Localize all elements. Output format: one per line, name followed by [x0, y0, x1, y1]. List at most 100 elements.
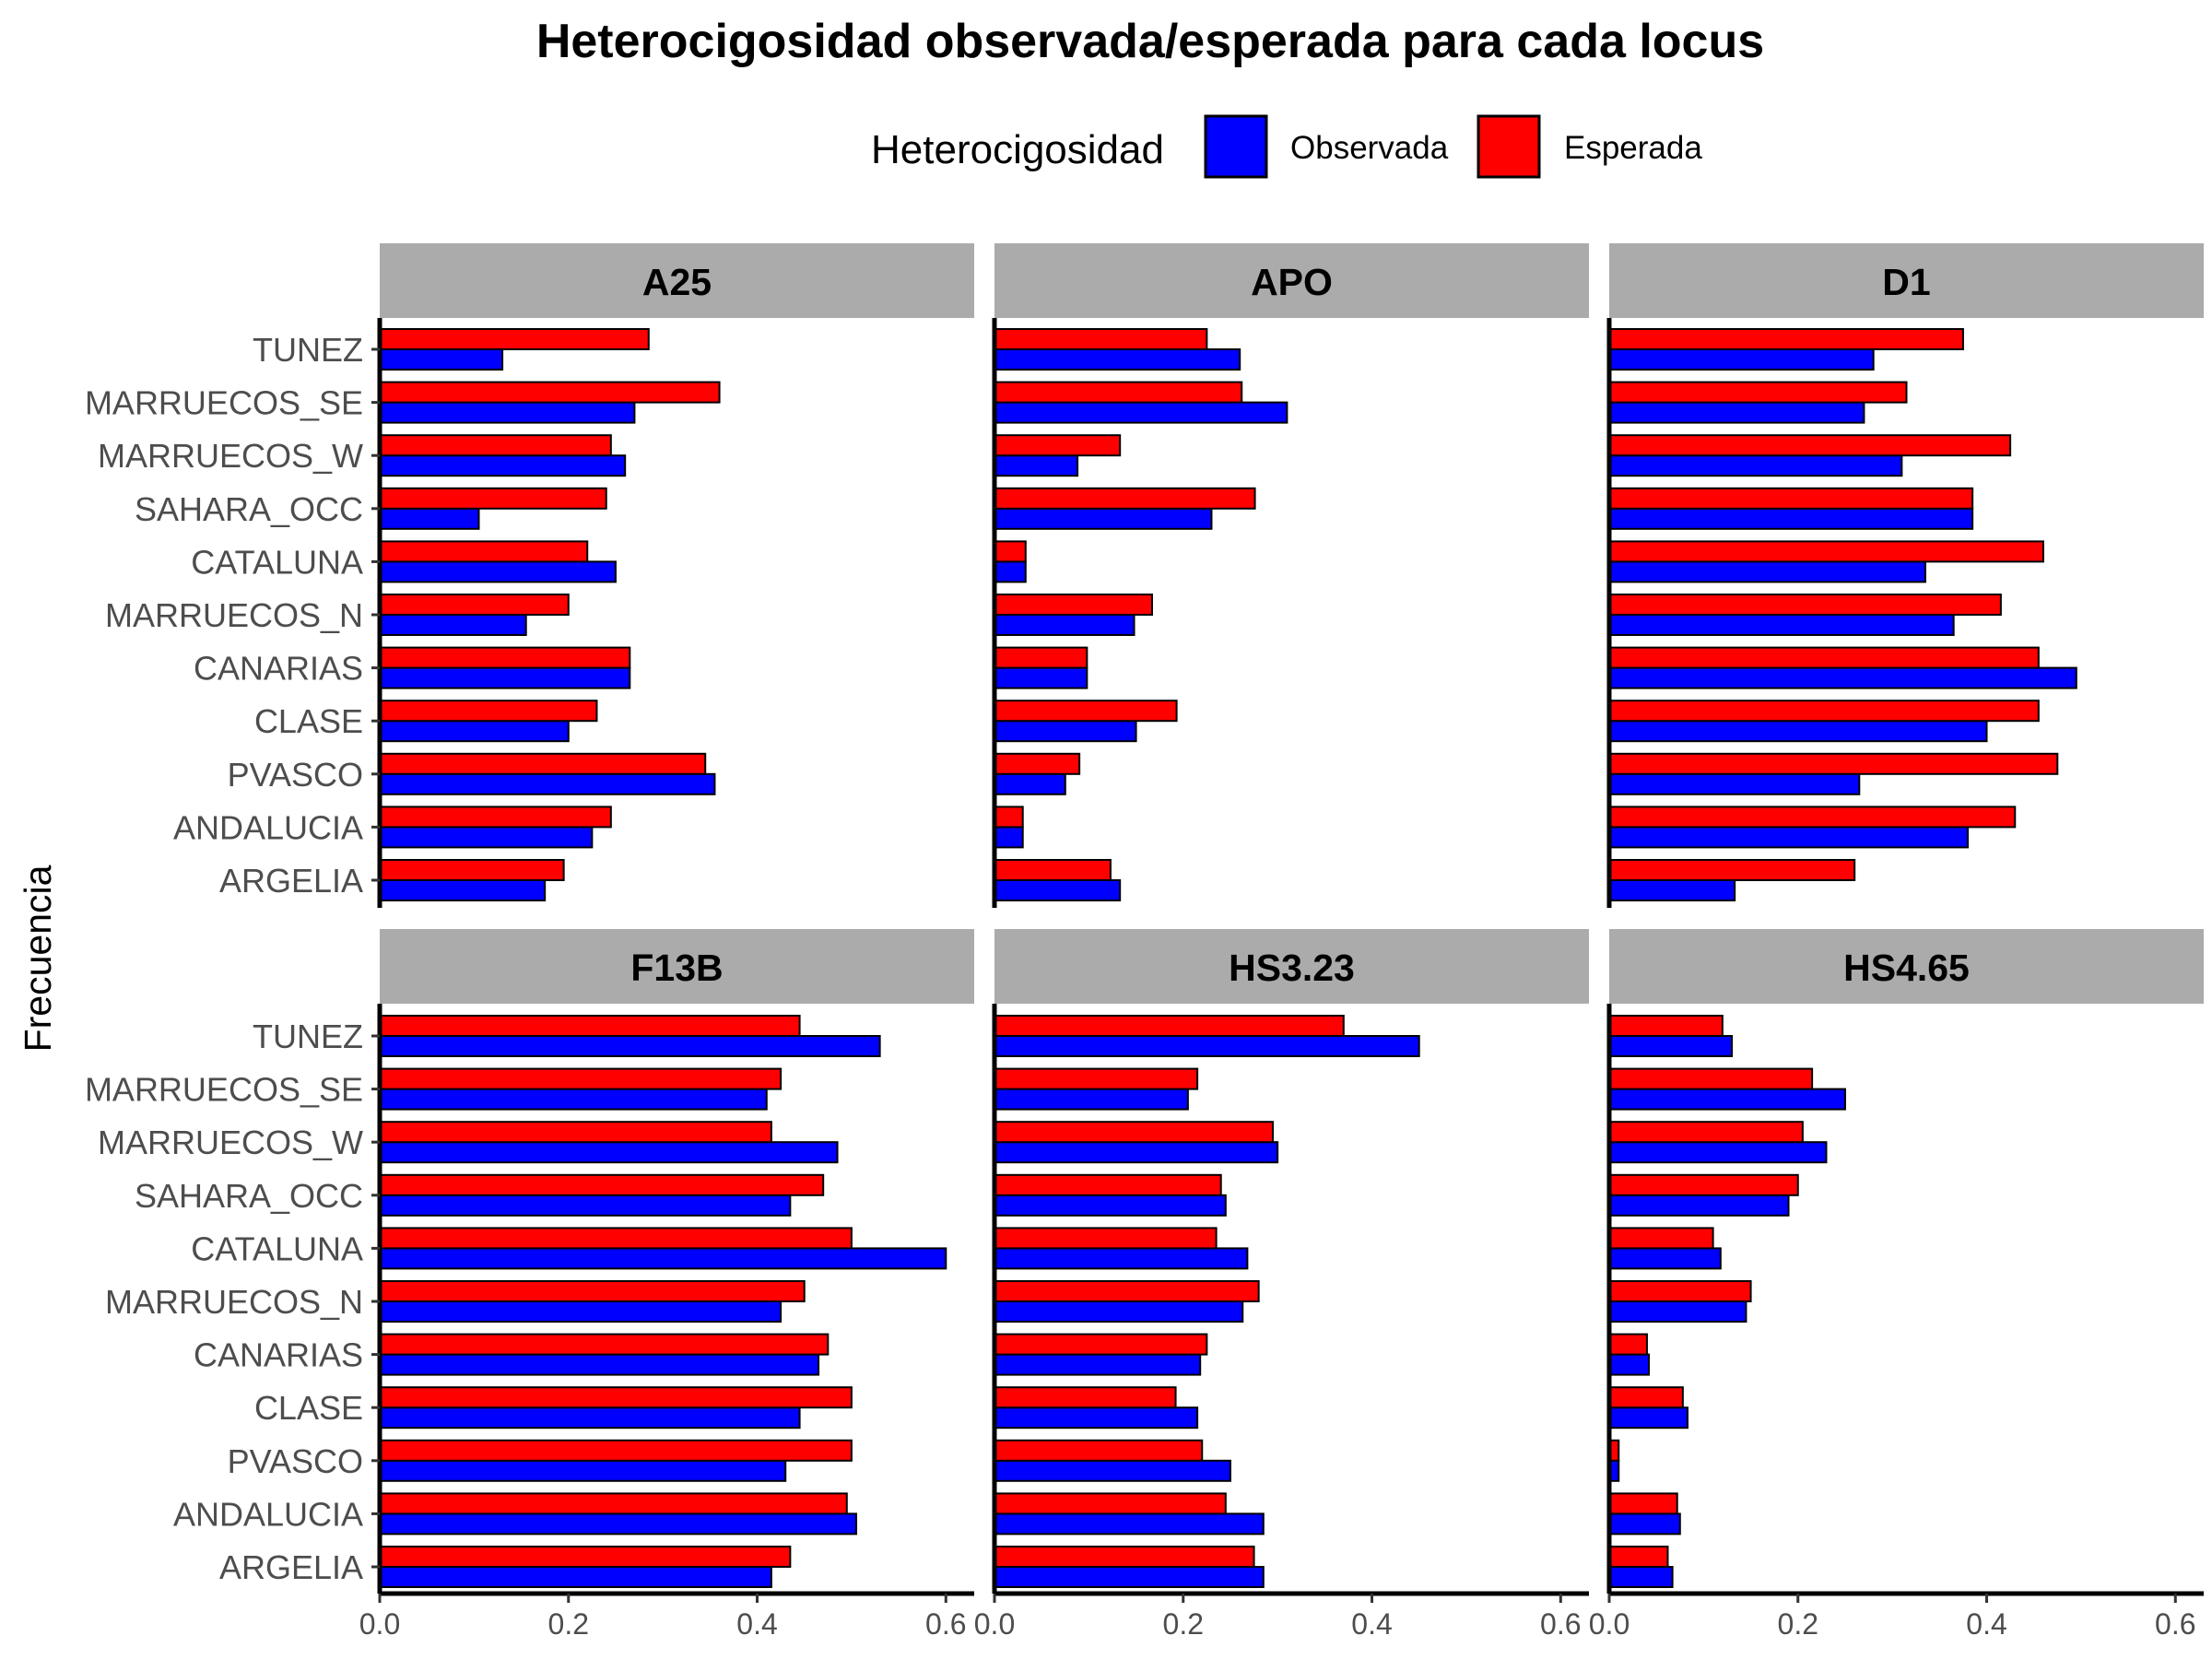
bar-a25-marruecos-w-observada: [379, 454, 627, 477]
bar-f13b-marruecos-w-esperada: [379, 1121, 772, 1144]
bar-f13b-andalucia-observada: [379, 1512, 858, 1535]
bar-hs4-65-marruecos-se-observada: [1608, 1088, 1846, 1111]
bar-f13b-marruecos-se-observada: [379, 1088, 768, 1111]
bar-d1-canarias-esperada: [1608, 646, 2040, 669]
bar-a25-marruecos-n-observada: [379, 614, 527, 636]
bar-hs4-65-clase-esperada: [1608, 1386, 1684, 1409]
bar-apo-tunez-esperada: [994, 328, 1208, 350]
bar-apo-cataluna-esperada: [994, 540, 1027, 563]
bar-hs4-65-andalucia-esperada: [1608, 1492, 1678, 1515]
bar-hs3-23-clase-esperada: [994, 1386, 1177, 1409]
y-tick-label-marruecos-se: MARRUECOS_SE: [85, 1071, 363, 1109]
bar-hs4-65-marruecos-n-esperada: [1608, 1280, 1752, 1302]
bar-d1-pvasco-esperada: [1608, 752, 2059, 775]
strip-label-d1: D1: [1882, 261, 1930, 303]
bar-a25-pvasco-observada: [379, 772, 716, 795]
x-tick-label: 0.2: [1163, 1607, 1204, 1641]
bar-hs4-65-argelia-esperada: [1608, 1546, 1669, 1568]
bar-apo-argelia-esperada: [994, 859, 1112, 881]
y-tick-label-argelia: ARGELIA: [219, 862, 363, 900]
bar-hs4-65-sahara-occ-observada: [1608, 1194, 1790, 1217]
bar-hs4-65-cataluna-observada: [1608, 1247, 1722, 1270]
bar-f13b-argelia-esperada: [379, 1546, 792, 1568]
bar-hs3-23-marruecos-w-esperada: [994, 1121, 1275, 1144]
y-tick-label-cataluna: CATALUNA: [191, 1230, 363, 1267]
panel-a25: A25 TUNEZ MARRUECOS_SE MARRUECOS_W SAHARA_OC…: [85, 243, 974, 908]
bar-hs4-65-clase-observada: [1608, 1406, 1688, 1430]
x-tick-label: 0.6: [925, 1607, 966, 1641]
bar-hs4-65-marruecos-n-observada: [1608, 1300, 1747, 1323]
bar-hs3-23-canarias-esperada: [994, 1333, 1208, 1356]
bar-hs4-65-tunez-esperada: [1608, 1015, 1724, 1037]
bar-hs3-23-argelia-esperada: [994, 1546, 1255, 1568]
bar-f13b-marruecos-n-esperada: [379, 1280, 806, 1302]
bar-hs4-65-marruecos-w-observada: [1608, 1141, 1828, 1164]
y-tick-label-marruecos-w: MARRUECOS_W: [98, 437, 363, 475]
bar-d1-argelia-observada: [1608, 879, 1736, 901]
bar-apo-canarias-esperada: [994, 646, 1088, 669]
y-tick-label-pvasco: PVASCO: [228, 756, 363, 794]
y-tick-label-marruecos-n: MARRUECOS_N: [105, 1283, 363, 1321]
bar-d1-andalucia-esperada: [1608, 806, 2017, 829]
bar-hs3-23-marruecos-se-esperada: [994, 1067, 1199, 1090]
y-tick-label-marruecos-w: MARRUECOS_W: [98, 1124, 363, 1161]
facet-panels: A25 TUNEZ MARRUECOS_SE MARRUECOS_W SAHARA_OC…: [85, 243, 2204, 1641]
panel-hs3-23: HS3.23 0.0 0.2 0.4 0.6: [974, 929, 1589, 1641]
bar-a25-canarias-esperada: [379, 646, 631, 669]
bar-hs4-65-marruecos-se-esperada: [1608, 1067, 1814, 1090]
x-tick-label: 0.0: [974, 1607, 1015, 1641]
strip-label-hs3-23: HS3.23: [1229, 947, 1355, 989]
bar-f13b-canarias-observada: [379, 1353, 820, 1376]
y-tick-label-clase: CLASE: [254, 702, 363, 740]
bar-a25-marruecos-se-observada: [379, 401, 636, 424]
panel-apo: APO: [992, 243, 1589, 908]
x-tick-label: 0.4: [1351, 1607, 1392, 1641]
bar-f13b-tunez-observada: [379, 1035, 881, 1057]
bar-d1-andalucia-observada: [1608, 826, 1970, 849]
bar-apo-sahara-occ-esperada: [994, 487, 1256, 510]
bar-a25-tunez-esperada: [379, 328, 650, 350]
bar-f13b-pvasco-observada: [379, 1459, 787, 1482]
y-tick-label-sahara-occ: SAHARA_OCC: [135, 1177, 363, 1215]
y-tick-label-canarias: CANARIAS: [194, 650, 363, 688]
bar-a25-sahara-occ-observada: [379, 507, 480, 530]
bar-hs4-65-sahara-occ-esperada: [1608, 1173, 1799, 1196]
bar-hs3-23-sahara-occ-observada: [994, 1194, 1227, 1217]
bar-apo-marruecos-se-esperada: [994, 381, 1243, 404]
bar-apo-marruecos-w-esperada: [994, 434, 1122, 457]
bar-f13b-sahara-occ-observada: [379, 1194, 792, 1217]
legend-swatch-observada: [1204, 114, 1268, 179]
bar-d1-canarias-observada: [1608, 666, 2077, 689]
bar-hs3-23-marruecos-n-esperada: [994, 1280, 1260, 1302]
chart-title: Heterocigosidad observada/esperada para …: [536, 15, 1764, 68]
bar-a25-cataluna-observada: [379, 560, 617, 583]
bar-f13b-pvasco-esperada: [379, 1439, 853, 1462]
y-tick-label-marruecos-n: MARRUECOS_N: [105, 596, 363, 634]
legend-label-esperada: Esperada: [1564, 130, 1702, 166]
y-tick-label-tunez: TUNEZ: [253, 1018, 363, 1055]
bar-apo-marruecos-se-observada: [994, 401, 1288, 424]
bar-hs3-23-marruecos-se-observada: [994, 1088, 1189, 1111]
panel-f13b: F13B TUNEZ MARRUECOS_SE MARRUECOS_W SAHARA_O…: [85, 929, 974, 1641]
bar-hs4-65-canarias-observada: [1608, 1353, 1650, 1376]
bar-hs4-65-canarias-esperada: [1608, 1333, 1648, 1356]
bar-hs3-23-argelia-observada: [994, 1566, 1265, 1588]
bar-apo-pvasco-esperada: [994, 752, 1081, 775]
bar-d1-marruecos-se-esperada: [1608, 381, 1908, 404]
bar-apo-clase-esperada: [994, 700, 1178, 723]
bar-d1-cataluna-observada: [1608, 560, 1926, 583]
bar-hs3-23-tunez-observada: [994, 1035, 1420, 1057]
strip-f13b: [380, 929, 974, 1004]
y-tick-label-cataluna: CATALUNA: [191, 543, 363, 581]
strip-hs4-65: [1609, 929, 2204, 1004]
bar-f13b-clase-observada: [379, 1406, 801, 1430]
strip-apo: [994, 243, 1589, 318]
bar-a25-cataluna-esperada: [379, 540, 589, 563]
bar-hs4-65-andalucia-observada: [1608, 1512, 1681, 1535]
bar-d1-sahara-occ-observada: [1608, 507, 1974, 530]
bar-a25-argelia-observada: [379, 879, 547, 901]
bar-apo-andalucia-esperada: [994, 806, 1024, 829]
bar-apo-argelia-observada: [994, 879, 1122, 901]
bar-hs4-65-argelia-observada: [1608, 1566, 1674, 1588]
